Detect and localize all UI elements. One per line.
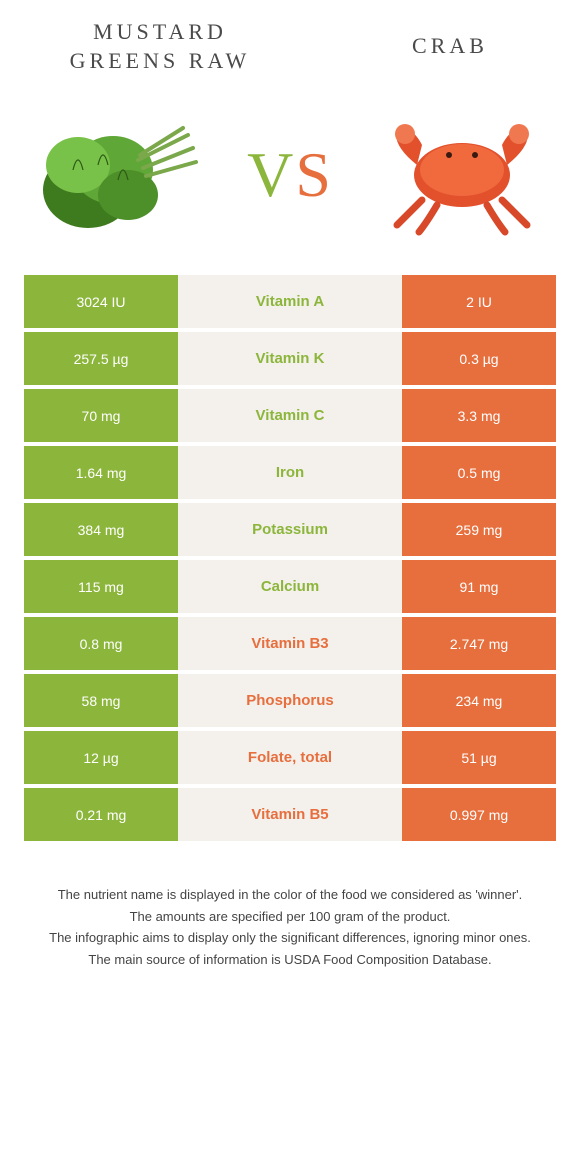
value-left: 12 µg: [24, 731, 178, 784]
value-right: 234 mg: [402, 674, 556, 727]
table-row: 0.8 mgVitamin B32.747 mg: [24, 617, 556, 670]
nutrient-label: Iron: [178, 446, 402, 499]
vs-v: V: [247, 139, 295, 210]
crab-image: [372, 105, 552, 245]
table-row: 12 µgFolate, total51 µg: [24, 731, 556, 784]
footnotes: The nutrient name is displayed in the co…: [0, 845, 580, 1001]
value-right: 2.747 mg: [402, 617, 556, 670]
nutrient-label: Vitamin B3: [178, 617, 402, 670]
food-right-title: CRAB: [412, 32, 488, 61]
value-left: 0.8 mg: [24, 617, 178, 670]
table-row: 70 mgVitamin C3.3 mg: [24, 389, 556, 442]
nutrient-label: Vitamin A: [178, 275, 402, 328]
footnote-line: The main source of information is USDA F…: [30, 950, 550, 970]
value-left: 384 mg: [24, 503, 178, 556]
table-row: 257.5 µgVitamin K0.3 µg: [24, 332, 556, 385]
nutrient-label: Vitamin C: [178, 389, 402, 442]
nutrient-label: Calcium: [178, 560, 402, 613]
value-left: 3024 IU: [24, 275, 178, 328]
vs-label: VS: [247, 138, 333, 212]
table-row: 3024 IUVitamin A2 IU: [24, 275, 556, 328]
nutrient-label: Phosphorus: [178, 674, 402, 727]
nutrient-label: Vitamin B5: [178, 788, 402, 841]
value-left: 115 mg: [24, 560, 178, 613]
table-row: 1.64 mgIron0.5 mg: [24, 446, 556, 499]
value-right: 51 µg: [402, 731, 556, 784]
nutrient-label: Vitamin K: [178, 332, 402, 385]
images-row: VS: [0, 85, 580, 275]
footnote-line: The amounts are specified per 100 gram o…: [30, 907, 550, 927]
footnote-line: The nutrient name is displayed in the co…: [30, 885, 550, 905]
footnote-line: The infographic aims to display only the…: [30, 928, 550, 948]
nutrient-table: 3024 IUVitamin A2 IU257.5 µgVitamin K0.3…: [0, 275, 580, 841]
value-right: 0.5 mg: [402, 446, 556, 499]
food-left-title-wrap: MUSTARD GREENS RAW: [50, 18, 270, 75]
nutrient-label: Folate, total: [178, 731, 402, 784]
value-right: 0.997 mg: [402, 788, 556, 841]
table-row: 384 mgPotassium259 mg: [24, 503, 556, 556]
value-left: 0.21 mg: [24, 788, 178, 841]
value-left: 1.64 mg: [24, 446, 178, 499]
value-right: 0.3 µg: [402, 332, 556, 385]
value-left: 257.5 µg: [24, 332, 178, 385]
value-right: 2 IU: [402, 275, 556, 328]
vs-s: S: [295, 139, 333, 210]
value-left: 70 mg: [24, 389, 178, 442]
value-left: 58 mg: [24, 674, 178, 727]
value-right: 91 mg: [402, 560, 556, 613]
table-row: 115 mgCalcium91 mg: [24, 560, 556, 613]
food-right-title-wrap: CRAB: [370, 18, 530, 75]
value-right: 259 mg: [402, 503, 556, 556]
header: MUSTARD GREENS RAW CRAB: [0, 0, 580, 85]
nutrient-label: Potassium: [178, 503, 402, 556]
table-row: 58 mgPhosphorus234 mg: [24, 674, 556, 727]
food-left-title: MUSTARD GREENS RAW: [50, 18, 270, 75]
mustard-greens-image: [28, 105, 208, 245]
table-row: 0.21 mgVitamin B50.997 mg: [24, 788, 556, 841]
value-right: 3.3 mg: [402, 389, 556, 442]
